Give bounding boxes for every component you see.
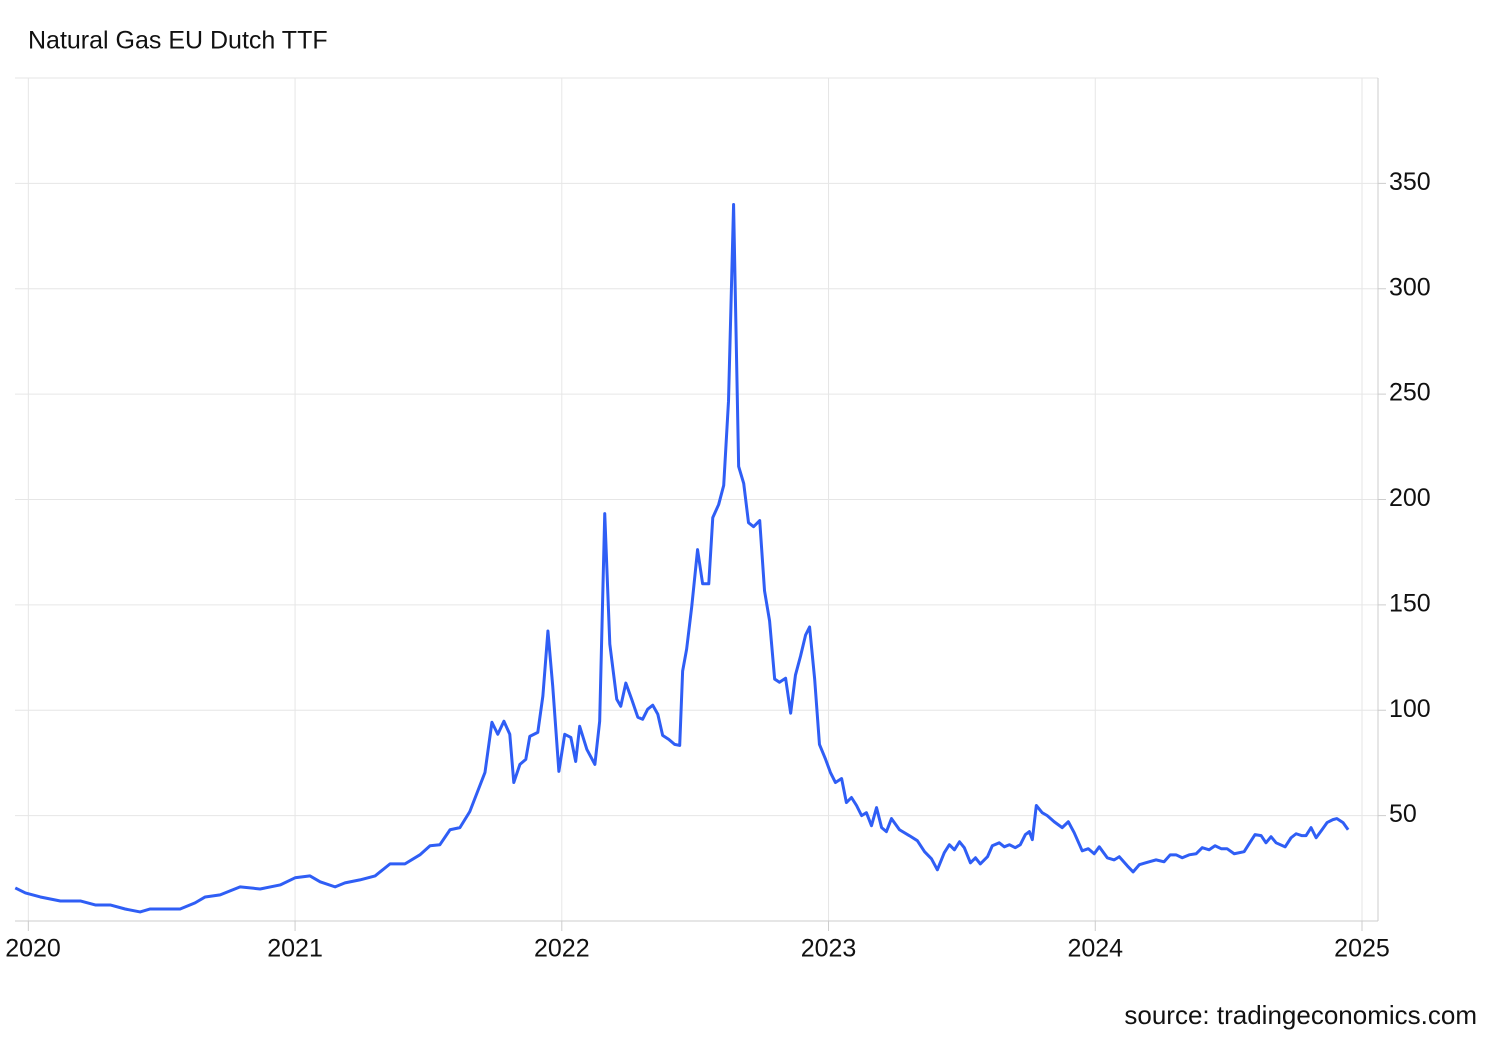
x-tick-label: 2023	[801, 935, 857, 963]
y-tick-label: 200	[1389, 484, 1431, 512]
y-tick-label: 250	[1389, 379, 1431, 407]
y-tick-label: 100	[1389, 695, 1431, 723]
source-note: source: tradingeconomics.com	[1124, 1000, 1477, 1030]
x-tick-label: 2022	[534, 935, 590, 963]
y-tick-label: 300	[1389, 273, 1431, 301]
y-tick-label: 50	[1389, 800, 1417, 828]
y-tick-label: 350	[1389, 168, 1431, 196]
data-line	[14, 202, 1350, 914]
x-tick-label: 2021	[267, 935, 323, 963]
y-tick-label: 150	[1389, 589, 1431, 617]
x-tick-label: 2020	[5, 935, 61, 963]
chart-title: Natural Gas EU Dutch TTF	[28, 27, 328, 55]
x-tick-label: 2024	[1067, 935, 1123, 963]
x-tick-label: 2025	[1334, 935, 1390, 963]
